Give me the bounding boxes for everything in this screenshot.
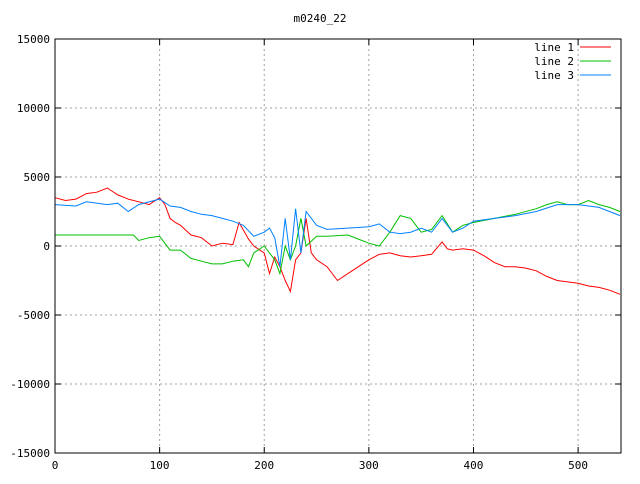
plot-frame (54, 38, 622, 454)
legend-label-2: line 2 (534, 55, 574, 68)
series-line-2 (55, 199, 621, 276)
x-tick-label: 0 (52, 459, 59, 472)
legend-label-3: line 3 (534, 69, 574, 82)
y-tick-label: -15000 (10, 447, 50, 460)
series-line-3 (54, 198, 621, 267)
legend-label-1: line 1 (534, 41, 574, 54)
y-tick-label: 10000 (17, 102, 50, 115)
x-tick-label: 400 (464, 459, 484, 472)
x-tick-label: 500 (568, 459, 588, 472)
y-tick-label: 15000 (17, 33, 50, 46)
y-tick-label: -5000 (17, 309, 50, 322)
x-tick-label: 300 (359, 459, 379, 472)
y-tick-label: 0 (43, 240, 50, 253)
y-tick-label: 5000 (24, 171, 51, 184)
chart-title: m0240_22 (294, 12, 347, 25)
x-tick-label: 200 (254, 459, 274, 472)
x-tick-label: 100 (150, 459, 170, 472)
y-tick-label: -10000 (10, 378, 50, 391)
